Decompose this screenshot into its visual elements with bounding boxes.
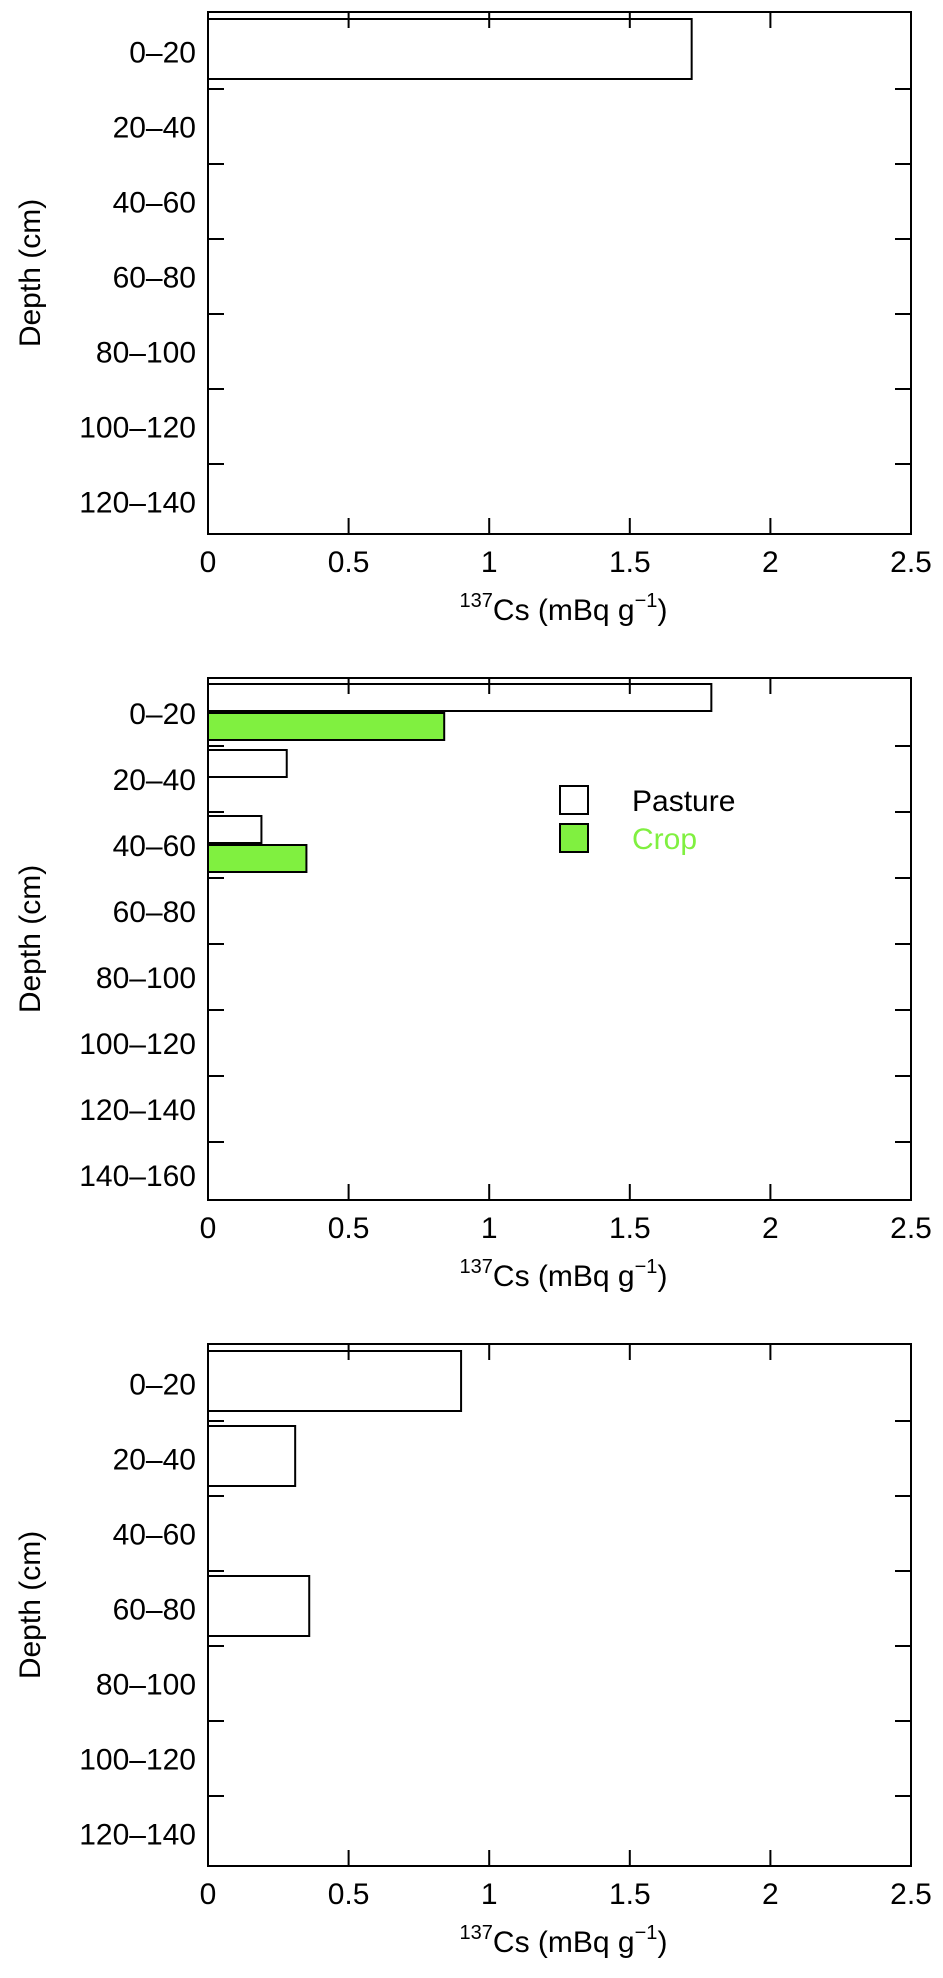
y-tick-label: 80–100: [96, 962, 196, 995]
y-tick-label: 20–40: [113, 112, 196, 145]
y-tick-label: 80–100: [96, 1669, 196, 1702]
bar-value-4: [207, 1575, 311, 1637]
y-tick-label: 100–120: [79, 412, 196, 445]
x-tick-label: 1.5: [609, 1878, 651, 1911]
y-axis-title: Depth (cm): [14, 199, 47, 347]
x-tick-label: 1: [481, 1878, 498, 1911]
y-tick-label: 120–140: [79, 1819, 196, 1852]
legend-label-crop: Crop: [632, 823, 697, 856]
y-tick-label: 120–140: [79, 1094, 196, 1127]
legend-label-pasture: Pasture: [632, 785, 735, 818]
bar-crop-1: [207, 712, 446, 741]
legend-swatch-pasture: [559, 785, 589, 815]
x-axis-title: 137Cs (mBq g−1): [460, 1922, 668, 1959]
x-tick-label: 2.5: [890, 1212, 932, 1245]
x-tick-label: 0.5: [328, 546, 370, 579]
x-tick-label: 2.5: [890, 1878, 932, 1911]
x-tick-label: 0.5: [328, 1878, 370, 1911]
y-tick-label: 80–100: [96, 337, 196, 370]
x-tick-label: 1.5: [609, 546, 651, 579]
plot-frame: [207, 1343, 912, 1867]
x-tick-label: 1: [481, 546, 498, 579]
bar-value-1: [207, 18, 693, 80]
y-tick-label: 120–140: [79, 487, 196, 520]
y-tick-label: 0–20: [129, 698, 196, 731]
x-tick-label: 0: [200, 1212, 217, 1245]
bar-value-2: [207, 1425, 297, 1487]
x-tick-label: 2: [762, 1212, 779, 1245]
y-tick-label: 140–160: [79, 1160, 196, 1193]
chart-panel-2: 0–20 20–40 40–60 60–80 80–100 100–120 120–140 1…: [14, 677, 932, 1293]
x-axis-title: 137Cs (mBq g−1): [460, 1256, 668, 1293]
y-tick-label: 60–80: [113, 896, 196, 929]
x-tick-label: 1.5: [609, 1212, 651, 1245]
bar-pasture-1: [207, 683, 713, 712]
y-tick-label: 40–60: [113, 830, 196, 863]
y-tick-label: 40–60: [113, 187, 196, 220]
y-tick-label: 0–20: [129, 1369, 196, 1402]
legend-swatch-crop: [559, 823, 589, 853]
plot-frame: [207, 11, 912, 535]
x-tick-label: 0: [200, 546, 217, 579]
y-tick-label: 100–120: [79, 1744, 196, 1777]
y-tick-label: 20–40: [113, 1444, 196, 1477]
y-tick-label: 60–80: [113, 1594, 196, 1627]
y-axis-title: Depth (cm): [14, 1531, 47, 1679]
y-tick-label: 20–40: [113, 764, 196, 797]
bar-value-1: [207, 1350, 463, 1412]
bar-pasture-3: [207, 815, 263, 844]
y-tick-label: 60–80: [113, 262, 196, 295]
x-tick-label: 2: [762, 546, 779, 579]
x-tick-label: 2.5: [890, 546, 932, 579]
bar-crop-3: [207, 844, 308, 873]
x-tick-label: 1: [481, 1212, 498, 1245]
x-tick-label: 0.5: [328, 1212, 370, 1245]
y-tick-label: 100–120: [79, 1028, 196, 1061]
y-tick-label: 0–20: [129, 37, 196, 70]
bar-pasture-2: [207, 749, 288, 778]
x-tick-label: 0: [200, 1878, 217, 1911]
x-axis-title: 137Cs (mBq g−1): [460, 590, 668, 627]
plot-frame: [207, 677, 912, 1201]
y-axis-title: Depth (cm): [14, 865, 47, 1013]
legend: Pasture Crop: [559, 785, 735, 856]
y-tick-label: 40–60: [113, 1519, 196, 1552]
x-tick-label: 2: [762, 1878, 779, 1911]
chart-panel-3: 0–2020–4040–6060–8080–100100–120120–1400…: [14, 1343, 932, 1959]
chart-panel-1: 0–2020–4040–6060–8080–100100–120120–1400…: [14, 11, 932, 627]
